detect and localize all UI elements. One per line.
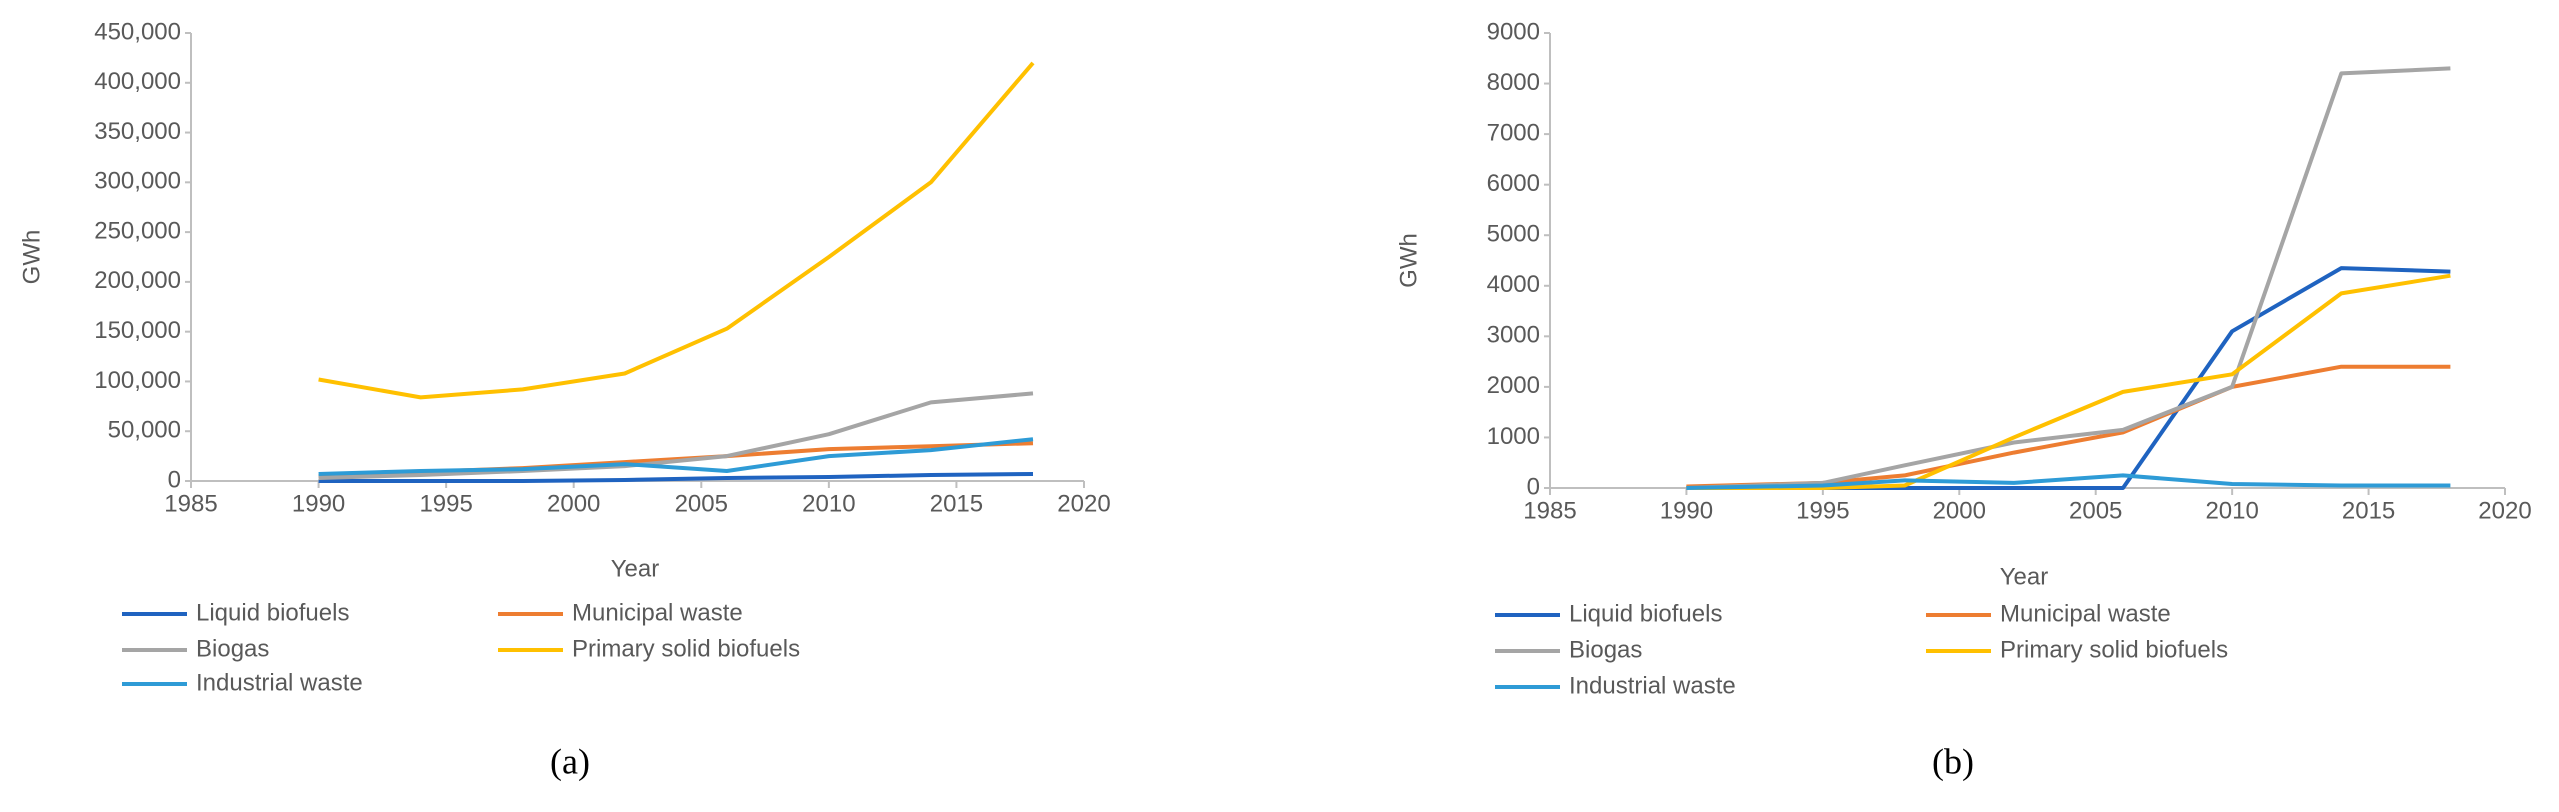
legend-label: Industrial waste xyxy=(1569,672,1736,699)
x-tick-label: 1990 xyxy=(292,490,345,517)
y-tick-label: 50,000 xyxy=(108,417,181,444)
series-line xyxy=(318,472,1034,483)
x-tick-label: 2010 xyxy=(802,490,855,517)
y-tick-label: 200,000 xyxy=(94,267,181,294)
x-tick-label: 2020 xyxy=(2478,497,2531,524)
y-tick-label: 350,000 xyxy=(94,118,181,145)
y-tick-label: 7000 xyxy=(1487,119,1540,146)
y-tick-label: 300,000 xyxy=(94,168,181,195)
legend-label: Biogas xyxy=(1569,636,1642,663)
y-tick-label: 6000 xyxy=(1487,170,1540,197)
y-tick-label: 9000 xyxy=(1487,18,1540,45)
y-tick-label: 8000 xyxy=(1487,69,1540,96)
legend-label: Liquid biofuels xyxy=(196,599,349,626)
caption: (a) xyxy=(550,741,590,781)
series-line xyxy=(1686,473,2451,490)
legend-label: Primary solid biofuels xyxy=(572,635,800,662)
series-line xyxy=(318,391,1034,480)
legend-label: Liquid biofuels xyxy=(1569,600,1722,627)
x-tick-label: 2000 xyxy=(547,490,600,517)
x-axis-label: Year xyxy=(611,555,660,582)
y-tick-label: 1000 xyxy=(1487,423,1540,450)
x-tick-label: 1990 xyxy=(1660,497,1713,524)
series-line xyxy=(1686,266,2451,490)
x-tick-label: 1995 xyxy=(1796,497,1849,524)
y-tick-label: 0 xyxy=(168,466,181,493)
series-line xyxy=(1686,364,2451,489)
x-axis-label: Year xyxy=(2000,563,2049,590)
legend-label: Industrial waste xyxy=(196,669,363,696)
x-tick-label: 2015 xyxy=(2342,497,2395,524)
y-tick-label: 0 xyxy=(1527,473,1540,500)
y-tick-label: 5000 xyxy=(1487,221,1540,248)
legend-label: Municipal waste xyxy=(572,599,743,626)
y-tick-label: 3000 xyxy=(1487,322,1540,349)
y-axis-label: GWh xyxy=(18,230,45,285)
x-tick-label: 1995 xyxy=(419,490,472,517)
y-tick-label: 400,000 xyxy=(94,68,181,95)
caption: (b) xyxy=(1932,741,1974,781)
x-tick-label: 1985 xyxy=(1523,497,1576,524)
x-tick-label: 2000 xyxy=(1933,497,1986,524)
x-tick-label: 2020 xyxy=(1057,490,1110,517)
y-tick-label: 250,000 xyxy=(94,217,181,244)
y-tick-label: 100,000 xyxy=(94,367,181,394)
series-line xyxy=(1686,66,2451,490)
y-tick-label: 2000 xyxy=(1487,372,1540,399)
legend-label: Biogas xyxy=(196,635,269,662)
y-tick-label: 150,000 xyxy=(94,317,181,344)
legend-label: Primary solid biofuels xyxy=(2000,636,2228,663)
series-line xyxy=(318,437,1034,476)
series-line xyxy=(318,61,1035,400)
x-tick-label: 2010 xyxy=(2205,497,2258,524)
y-tick-label: 4000 xyxy=(1487,271,1540,298)
legend-label: Municipal waste xyxy=(2000,600,2171,627)
x-tick-label: 2015 xyxy=(930,490,983,517)
y-tick-label: 450,000 xyxy=(94,18,181,45)
x-tick-label: 1985 xyxy=(164,490,217,517)
series-line xyxy=(1686,273,2451,490)
y-axis-label: GWh xyxy=(1395,233,1422,288)
x-tick-label: 2005 xyxy=(2069,497,2122,524)
x-tick-label: 2005 xyxy=(675,490,728,517)
